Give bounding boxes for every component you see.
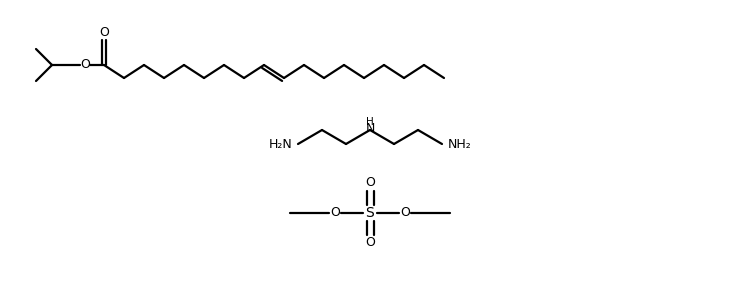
Text: O: O [365, 237, 375, 250]
Text: H: H [366, 117, 374, 127]
Text: O: O [365, 176, 375, 189]
Text: O: O [400, 207, 410, 219]
Text: O: O [330, 207, 340, 219]
Text: O: O [80, 58, 90, 71]
Text: S: S [366, 206, 375, 220]
Text: N: N [365, 123, 375, 135]
Text: H₂N: H₂N [268, 137, 292, 151]
Text: O: O [99, 26, 109, 40]
Text: NH₂: NH₂ [448, 137, 471, 151]
